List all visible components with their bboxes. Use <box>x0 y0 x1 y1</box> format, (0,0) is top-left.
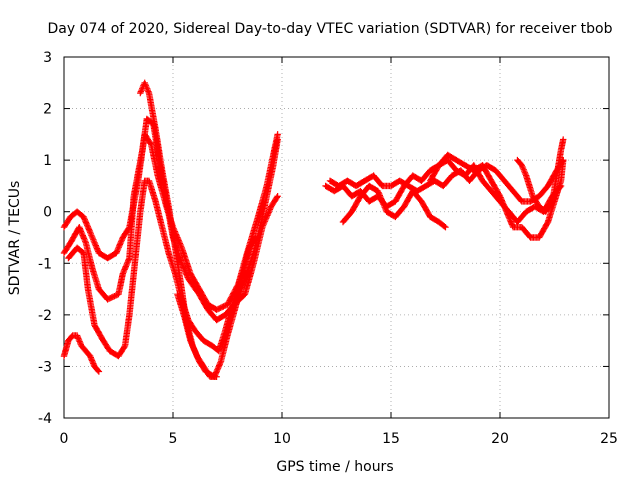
x-tick-label: 15 <box>382 431 400 447</box>
y-tick-label: -4 <box>38 411 52 427</box>
chart-title: Day 074 of 2020, Sidereal Day-to-day VTE… <box>47 21 612 37</box>
y-tick-label: 0 <box>43 205 52 221</box>
series-pass-3 <box>65 177 260 360</box>
plot-frame <box>63 56 610 419</box>
data-points <box>60 332 103 375</box>
y-tick-label: 2 <box>43 102 52 118</box>
x-tick-label: 25 <box>600 431 618 447</box>
y-tick-label: -3 <box>38 359 52 375</box>
series-group <box>60 79 567 380</box>
data-points <box>137 79 281 380</box>
series-pass-9 <box>326 156 567 205</box>
x-tick-label: 20 <box>491 431 509 447</box>
data-points <box>339 182 449 231</box>
grid-lines <box>64 57 609 418</box>
series-pass-6 <box>174 291 220 380</box>
series-pass-5 <box>137 79 281 380</box>
series-pass-7 <box>322 156 565 226</box>
data-points <box>174 291 220 380</box>
y-tick-label: 1 <box>43 153 52 169</box>
y-axis-label: SDTVAR / TECUs <box>7 181 23 296</box>
data-points <box>65 177 260 360</box>
data-points <box>427 151 567 241</box>
series-pass-8 <box>339 182 449 231</box>
y-tick-label: -1 <box>38 256 52 272</box>
x-axis: 0 5 10 15 20 25 <box>60 57 618 447</box>
series-pass-11 <box>514 136 567 215</box>
x-tick-label: 0 <box>60 431 69 447</box>
y-axis: -4 -3 -2 -1 0 1 2 3 <box>38 50 609 427</box>
y-tick-label: 3 <box>43 50 52 66</box>
series-pass-10 <box>427 151 567 241</box>
data-points <box>322 156 565 226</box>
x-tick-label: 10 <box>273 431 291 447</box>
data-points <box>326 156 567 205</box>
x-tick-label: 5 <box>169 431 178 447</box>
series-pass-4 <box>60 332 103 375</box>
x-axis-label: GPS time / hours <box>276 459 393 475</box>
data-points <box>514 136 567 215</box>
y-tick-label: -2 <box>38 308 52 324</box>
